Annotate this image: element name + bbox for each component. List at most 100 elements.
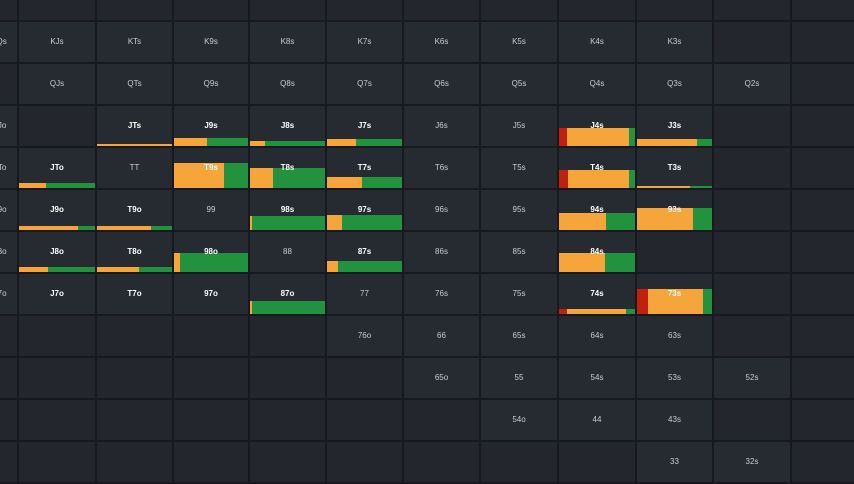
hand-cell-t9s[interactable]: T9s [174,148,250,190]
hand-cell-j7s[interactable]: J7s [327,106,404,148]
hand-cell-t8o[interactable]: T8o [97,232,174,274]
hand-cell-t7s[interactable]: T7s [327,148,404,190]
hand-cell-blank-r3c10[interactable] [714,106,792,148]
hand-cell-85s[interactable]: 85s [481,232,559,274]
hand-cell-j6s[interactable]: J6s [404,106,481,148]
hand-cell-blank-r0c2[interactable] [97,0,174,22]
hand-cell-blank-r0c8[interactable] [559,0,637,22]
hand-cell-blank-r10c3[interactable] [174,400,250,442]
hand-cell-blank-r10c10[interactable] [714,400,792,442]
hand-cell-k8s[interactable]: K8s [250,22,327,64]
hand-cell-q8s[interactable]: Q8s [250,64,327,106]
hand-cell-j7o[interactable]: J7o [19,274,97,316]
hand-cell-66[interactable]: 66 [404,316,481,358]
hand-cell-blank-r11c7[interactable] [481,442,559,484]
hand-cell-76s[interactable]: 76s [404,274,481,316]
hand-cell-t7o[interactable]: T7o [97,274,174,316]
hand-cell-q7s[interactable]: Q7s [327,64,404,106]
hand-cell-blank-r11c5[interactable] [327,442,404,484]
hand-cell-q2s[interactable]: Q2s [714,64,792,106]
hand-cell-k9s[interactable]: K9s [174,22,250,64]
hand-cell-blank-r10c5[interactable] [327,400,404,442]
hand-cell-k3s[interactable]: K3s [637,22,714,64]
hand-cell-75s[interactable]: 75s [481,274,559,316]
hand-cell-blank-r10c1[interactable] [19,400,97,442]
hand-cell-blank-r5c10[interactable] [714,190,792,232]
hand-cell-97s[interactable]: 97s [327,190,404,232]
hand-cell-k6s[interactable]: K6s [404,22,481,64]
hand-cell-93s[interactable]: 93s [637,190,714,232]
hand-cell-blank-r8c0[interactable] [0,316,19,358]
hand-cell-blank-r6c11[interactable] [792,232,854,274]
hand-cell-blank-r9c11[interactable] [792,358,854,400]
hand-cell-blank-r11c1[interactable] [19,442,97,484]
hand-cell-blank-r11c3[interactable] [174,442,250,484]
hand-cell-54s[interactable]: 54s [559,358,637,400]
hand-cell-blank-r10c2[interactable] [97,400,174,442]
hand-cell-j3s[interactable]: J3s [637,106,714,148]
hand-cell-96s[interactable]: 96s [404,190,481,232]
hand-cell-52s[interactable]: 52s [714,358,792,400]
hand-cell-k7s[interactable]: K7s [327,22,404,64]
hand-cell-q7o[interactable]: Q7o [0,274,19,316]
hand-cell-blank-r6c10[interactable] [714,232,792,274]
hand-cell-qjo[interactable]: QJo [0,106,19,148]
hand-cell-q6s[interactable]: Q6s [404,64,481,106]
hand-cell-j9o[interactable]: J9o [19,190,97,232]
hand-cell-94s[interactable]: 94s [559,190,637,232]
hand-cell-blank-r9c5[interactable] [327,358,404,400]
hand-cell-t5s[interactable]: T5s [481,148,559,190]
hand-cell-j8s[interactable]: J8s [250,106,327,148]
hand-cell-73s[interactable]: 73s [637,274,714,316]
hand-cell-t8s[interactable]: T8s [250,148,327,190]
hand-cell-43s[interactable]: 43s [637,400,714,442]
hand-cell-blank-r0c6[interactable] [404,0,481,22]
hand-cell-86s[interactable]: 86s [404,232,481,274]
hand-cell-kts[interactable]: KTs [97,22,174,64]
hand-cell-blank-r0c3[interactable] [174,0,250,22]
hand-cell-qts[interactable]: QTs [97,64,174,106]
hand-cell-blank-r11c4[interactable] [250,442,327,484]
hand-cell-84s[interactable]: 84s [559,232,637,274]
hand-cell-blank-r11c6[interactable] [404,442,481,484]
hand-cell-95s[interactable]: 95s [481,190,559,232]
hand-cell-99[interactable]: 99 [174,190,250,232]
hand-cell-blank-r8c1[interactable] [19,316,97,358]
hand-cell-j5s[interactable]: J5s [481,106,559,148]
hand-cell-74s[interactable]: 74s [559,274,637,316]
hand-cell-32s[interactable]: 32s [714,442,792,484]
hand-cell-blank-r4c11[interactable] [792,148,854,190]
hand-cell-blank-r10c6[interactable] [404,400,481,442]
hand-cell-q3s[interactable]: Q3s [637,64,714,106]
hand-cell-76o[interactable]: 76o [327,316,404,358]
hand-cell-98s[interactable]: 98s [250,190,327,232]
hand-cell-blank-r1c10[interactable] [714,22,792,64]
hand-cell-44[interactable]: 44 [559,400,637,442]
hand-cell-blank-r3c11[interactable] [792,106,854,148]
hand-cell-blank-r10c0[interactable] [0,400,19,442]
hand-cell-87s[interactable]: 87s [327,232,404,274]
hand-cell-88[interactable]: 88 [250,232,327,274]
hand-cell-blank-r4c10[interactable] [714,148,792,190]
hand-cell-98o[interactable]: 98o [174,232,250,274]
hand-cell-blank-r0c7[interactable] [481,0,559,22]
hand-cell-j8o[interactable]: J8o [19,232,97,274]
hand-cell-blank-r11c11[interactable] [792,442,854,484]
hand-cell-jto[interactable]: JTo [19,148,97,190]
hand-cell-77[interactable]: 77 [327,274,404,316]
hand-cell-blank-r0c5[interactable] [327,0,404,22]
hand-cell-q9s[interactable]: Q9s [174,64,250,106]
hand-cell-blank-r11c2[interactable] [97,442,174,484]
hand-cell-blank-r7c11[interactable] [792,274,854,316]
hand-cell-blank-r0c4[interactable] [250,0,327,22]
hand-cell-65o[interactable]: 65o [404,358,481,400]
hand-cell-q5s[interactable]: Q5s [481,64,559,106]
hand-cell-blank-r8c2[interactable] [97,316,174,358]
hand-cell-blank-r10c4[interactable] [250,400,327,442]
hand-cell-55[interactable]: 55 [481,358,559,400]
hand-cell-blank-r8c4[interactable] [250,316,327,358]
hand-cell-blank-r0c0[interactable] [0,0,19,22]
hand-cell-jts[interactable]: JTs [97,106,174,148]
hand-cell-33[interactable]: 33 [637,442,714,484]
hand-cell-blank-r0c9[interactable] [637,0,714,22]
